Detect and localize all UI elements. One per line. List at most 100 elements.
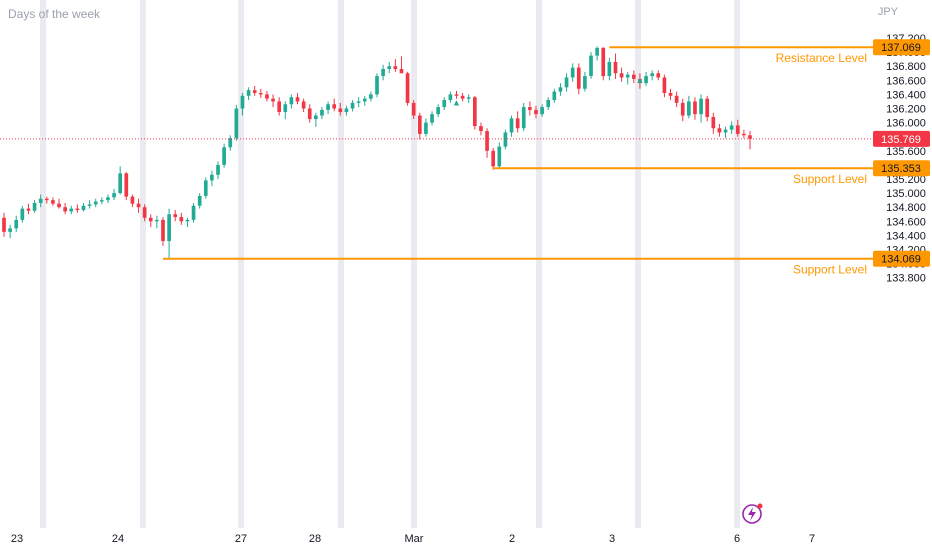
candle-body[interactable] [650, 73, 654, 77]
candle-body[interactable] [583, 76, 587, 89]
candle-body[interactable] [100, 200, 104, 202]
candle-body[interactable] [136, 203, 141, 208]
candle-body[interactable] [570, 67, 575, 78]
candle-body[interactable] [540, 107, 544, 115]
candle-body[interactable] [625, 74, 630, 78]
candle-body[interactable] [405, 73, 410, 103]
candle-body[interactable] [295, 97, 300, 102]
candle-body[interactable] [687, 101, 691, 116]
candle-body[interactable] [693, 101, 697, 115]
candle-body[interactable] [2, 217, 6, 232]
candle-body[interactable] [203, 180, 208, 196]
candle-body[interactable] [142, 207, 147, 218]
candle-body[interactable] [326, 104, 330, 110]
candle-body[interactable] [289, 97, 294, 105]
candle-body[interactable] [271, 98, 275, 102]
candle-body[interactable] [216, 164, 220, 175]
candle-body[interactable] [210, 174, 214, 181]
candle-body[interactable] [656, 73, 661, 78]
candle-body[interactable] [32, 202, 37, 211]
candle-body[interactable] [252, 90, 257, 93]
candle-body[interactable] [399, 69, 404, 74]
candle-body[interactable] [546, 100, 551, 108]
candle-body[interactable] [497, 146, 502, 167]
candle-body[interactable] [558, 87, 563, 92]
candle-body[interactable] [234, 108, 239, 139]
candle-body[interactable] [638, 78, 642, 84]
candle-body[interactable] [75, 208, 80, 211]
candle-body[interactable] [81, 205, 86, 211]
candle-body[interactable] [411, 102, 416, 116]
candle-body[interactable] [69, 208, 74, 212]
candle-body[interactable] [607, 61, 612, 77]
candle-body[interactable] [393, 66, 398, 70]
candle-body[interactable] [277, 101, 281, 113]
candle-body[interactable] [442, 100, 447, 108]
candle-body[interactable] [699, 98, 703, 115]
candle-body[interactable] [601, 47, 606, 77]
candle-body[interactable] [332, 104, 337, 109]
candle-body[interactable] [424, 122, 428, 134]
candle-body[interactable] [448, 94, 453, 101]
candle-body[interactable] [717, 128, 722, 133]
candle-body[interactable] [748, 135, 752, 139]
candle-body[interactable] [307, 108, 312, 120]
candle-body[interactable] [680, 102, 685, 116]
candle-body[interactable] [112, 193, 116, 198]
candle-body[interactable] [436, 107, 440, 115]
candle-body[interactable] [51, 200, 55, 204]
candle-body[interactable] [742, 133, 746, 136]
candle-body[interactable] [674, 95, 679, 103]
candle-body[interactable] [729, 125, 734, 130]
candle-body[interactable] [130, 196, 135, 204]
candle-body[interactable] [644, 76, 648, 84]
candle-body[interactable] [485, 131, 489, 151]
candle-body[interactable] [148, 217, 153, 222]
candle-body[interactable] [8, 228, 12, 232]
candle-body[interactable] [118, 173, 123, 194]
candle-body[interactable] [320, 109, 324, 116]
candle-body[interactable] [381, 69, 385, 77]
candle-body[interactable] [93, 201, 98, 205]
candle-body[interactable] [576, 67, 581, 89]
candle-body[interactable] [534, 109, 538, 115]
candle-body[interactable] [466, 97, 471, 99]
candle-body[interactable] [735, 125, 740, 134]
candle-body[interactable] [723, 129, 728, 133]
candle-body[interactable] [589, 55, 593, 77]
candle-body[interactable] [473, 97, 477, 127]
candle-body[interactable] [26, 208, 31, 211]
candle-body[interactable] [258, 92, 263, 95]
candle-body[interactable] [38, 198, 43, 203]
candle-body[interactable] [240, 95, 245, 109]
candle-body[interactable] [228, 138, 233, 148]
candle-body[interactable] [668, 92, 673, 96]
candle-body[interactable] [338, 108, 343, 113]
candle-body[interactable] [301, 101, 306, 109]
candle-body[interactable] [619, 73, 624, 78]
candle-body[interactable] [155, 219, 159, 222]
candle-body[interactable] [350, 102, 355, 109]
candle-body[interactable] [179, 217, 184, 222]
candle-body[interactable] [185, 219, 190, 222]
candle-body[interactable] [265, 94, 269, 99]
candle-body[interactable] [521, 107, 526, 129]
candle-body[interactable] [491, 150, 496, 167]
candle-body[interactable] [613, 61, 618, 74]
candle-body[interactable] [283, 104, 288, 113]
candle-body[interactable] [711, 116, 716, 129]
candle-body[interactable] [246, 90, 251, 96]
candle-body[interactable] [362, 98, 367, 102]
candle-body[interactable] [387, 66, 392, 70]
candle-body[interactable] [63, 207, 67, 212]
candle-body[interactable] [662, 77, 667, 93]
candle-body[interactable] [595, 47, 599, 56]
candle-body[interactable] [552, 91, 557, 101]
candle-body[interactable] [369, 94, 373, 99]
candle-body[interactable] [479, 126, 483, 132]
candle-body[interactable] [314, 115, 318, 120]
candle-body[interactable] [14, 219, 19, 229]
candle-body[interactable] [87, 204, 92, 206]
candle-body[interactable] [167, 214, 171, 242]
